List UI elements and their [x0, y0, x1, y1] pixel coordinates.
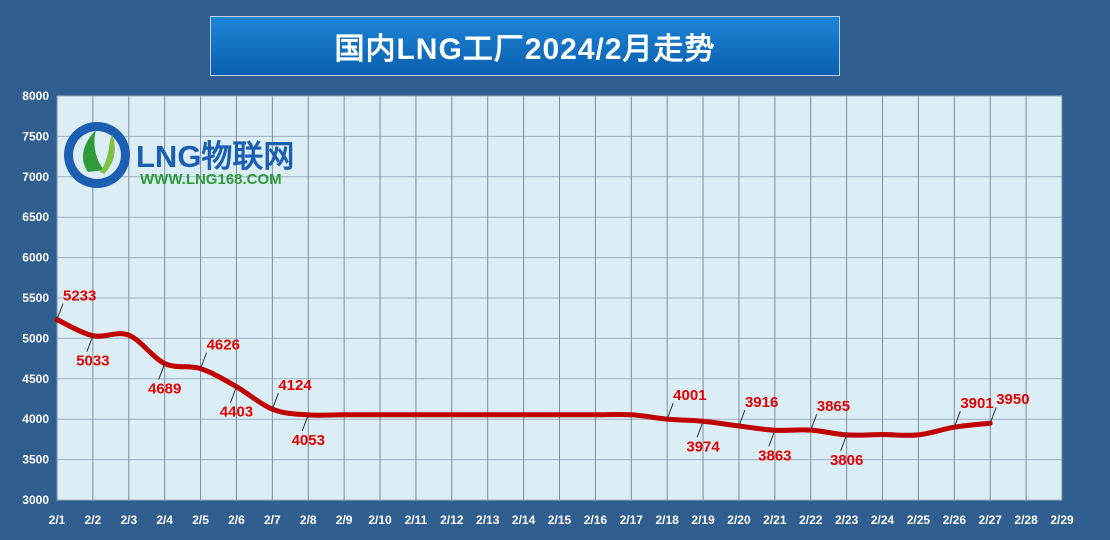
y-tick-label: 6000 [22, 251, 49, 265]
x-tick-label: 2/26 [943, 513, 967, 527]
label-leader [56, 303, 64, 320]
x-tick-label: 2/14 [512, 513, 536, 527]
data-label: 3863 [758, 447, 791, 464]
x-tick-label: 2/18 [655, 513, 679, 527]
x-tick-label: 2/9 [336, 513, 353, 527]
y-tick-label: 3500 [22, 453, 49, 467]
data-label: 3950 [996, 391, 1029, 408]
label-leader [810, 413, 818, 431]
y-tick-label: 3000 [22, 493, 49, 507]
data-label: 4626 [207, 337, 240, 354]
x-tick-label: 2/11 [405, 513, 428, 527]
label-leader [301, 414, 309, 432]
label-leader [200, 352, 208, 369]
leaf-icon [100, 134, 115, 174]
x-tick-label: 2/5 [192, 513, 209, 527]
x-tick-label: 2/28 [1014, 513, 1038, 527]
leaf-icon [82, 130, 104, 172]
data-label: 3806 [830, 452, 863, 469]
x-tick-label: 2/7 [264, 513, 281, 527]
x-tick-label: 2/29 [1050, 513, 1074, 527]
y-tick-label: 6500 [22, 210, 49, 224]
x-tick-label: 2/27 [979, 513, 1003, 527]
y-tick-label: 7000 [22, 170, 49, 184]
label-leader [840, 434, 848, 452]
label-leader [738, 409, 746, 427]
data-label: 4053 [292, 432, 325, 449]
x-tick-label: 2/24 [871, 513, 895, 527]
x-tick-label: 2/2 [85, 513, 102, 527]
y-tick-label: 8000 [22, 89, 49, 103]
y-tick-label: 5500 [22, 291, 49, 305]
label-leader [989, 407, 997, 424]
x-tick-label: 2/20 [727, 513, 751, 527]
x-tick-label: 2/16 [584, 513, 608, 527]
chart-title: 国内LNG工厂2024/2月走势 [210, 16, 840, 76]
x-tick-label: 2/6 [228, 513, 245, 527]
y-tick-label: 5000 [22, 331, 49, 345]
data-label: 4001 [673, 387, 706, 404]
x-tick-label: 2/13 [476, 513, 500, 527]
x-tick-label: 2/21 [763, 513, 787, 527]
y-tick-label: 7500 [22, 129, 49, 143]
x-tick-label: 2/22 [799, 513, 823, 527]
data-label: 5233 [63, 288, 96, 305]
x-tick-label: 2/10 [368, 513, 392, 527]
data-label: 5033 [76, 353, 109, 370]
x-tick-label: 2/1 [49, 513, 66, 527]
y-tick-label: 4000 [22, 412, 49, 426]
label-leader [768, 430, 776, 447]
data-label: 3901 [960, 395, 993, 412]
label-leader [229, 386, 237, 403]
label-leader [696, 421, 704, 438]
x-tick-label: 2/8 [300, 513, 317, 527]
y-tick-label: 4500 [22, 372, 49, 386]
x-tick-label: 2/25 [907, 513, 931, 527]
label-leader [953, 411, 961, 428]
x-tick-label: 2/15 [548, 513, 572, 527]
data-label: 3865 [817, 398, 850, 415]
data-label: 4689 [148, 381, 181, 398]
x-tick-label: 2/12 [440, 513, 464, 527]
label-leader [271, 393, 279, 410]
x-tick-label: 2/23 [835, 513, 859, 527]
x-tick-label: 2/3 [120, 513, 137, 527]
label-leader [158, 363, 166, 380]
x-tick-label: 2/17 [620, 513, 644, 527]
data-label: 3916 [745, 394, 778, 411]
label-leader [666, 402, 674, 420]
brand-website: WWW.LNG168.COM [140, 171, 282, 188]
x-tick-label: 2/4 [156, 513, 173, 527]
data-label: 3974 [686, 438, 720, 455]
data-label: 4403 [220, 404, 253, 421]
x-tick-label: 2/19 [691, 513, 715, 527]
brand-name: LNG物联网 [136, 139, 294, 174]
data-label: 4124 [278, 377, 312, 394]
label-leader [86, 335, 94, 352]
